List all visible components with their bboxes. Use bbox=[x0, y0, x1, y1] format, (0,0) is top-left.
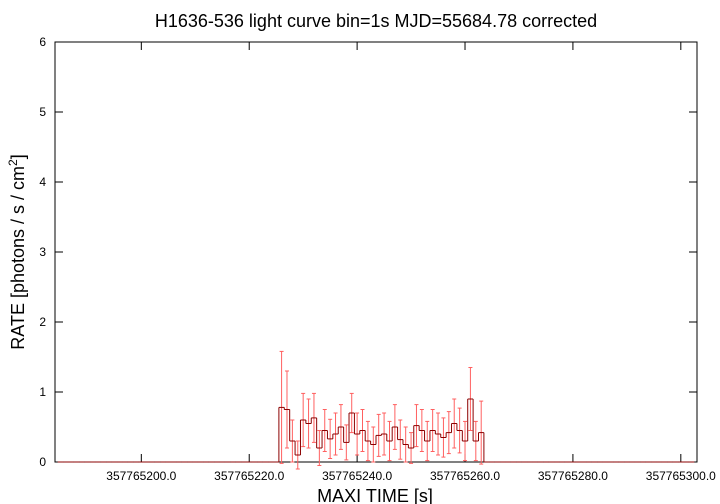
y-tick-label: 0 bbox=[39, 455, 46, 469]
x-tick-label: 357765240.0 bbox=[322, 469, 392, 483]
y-tick-label: 2 bbox=[39, 315, 46, 329]
y-tick-label: 1 bbox=[39, 385, 46, 399]
y-axis-label-end: ] bbox=[8, 154, 28, 159]
y-axis-label-main: RATE [photons / s / cm bbox=[8, 166, 28, 350]
y-axis-label-sup: 2 bbox=[6, 159, 20, 166]
y-tick-label: 5 bbox=[39, 105, 46, 119]
y-tick-label: 6 bbox=[39, 35, 46, 49]
x-tick-label: 357765300.0 bbox=[646, 469, 716, 483]
plot-frame bbox=[54, 41, 698, 463]
chart-title: H1636-536 light curve bin=1s MJD=55684.7… bbox=[155, 11, 597, 31]
x-tick-label: 357765220.0 bbox=[214, 469, 284, 483]
x-tick-label: 357765260.0 bbox=[430, 469, 500, 483]
x-tick-label: 357765200.0 bbox=[106, 469, 176, 483]
x-axis-label: MAXI TIME [s] bbox=[317, 486, 433, 504]
y-tick-label: 3 bbox=[39, 245, 46, 259]
y-axis-label: RATE [photons / s / cm2] bbox=[6, 154, 28, 349]
y-tick-label: 4 bbox=[39, 175, 46, 189]
x-tick-label: 357765280.0 bbox=[538, 469, 608, 483]
